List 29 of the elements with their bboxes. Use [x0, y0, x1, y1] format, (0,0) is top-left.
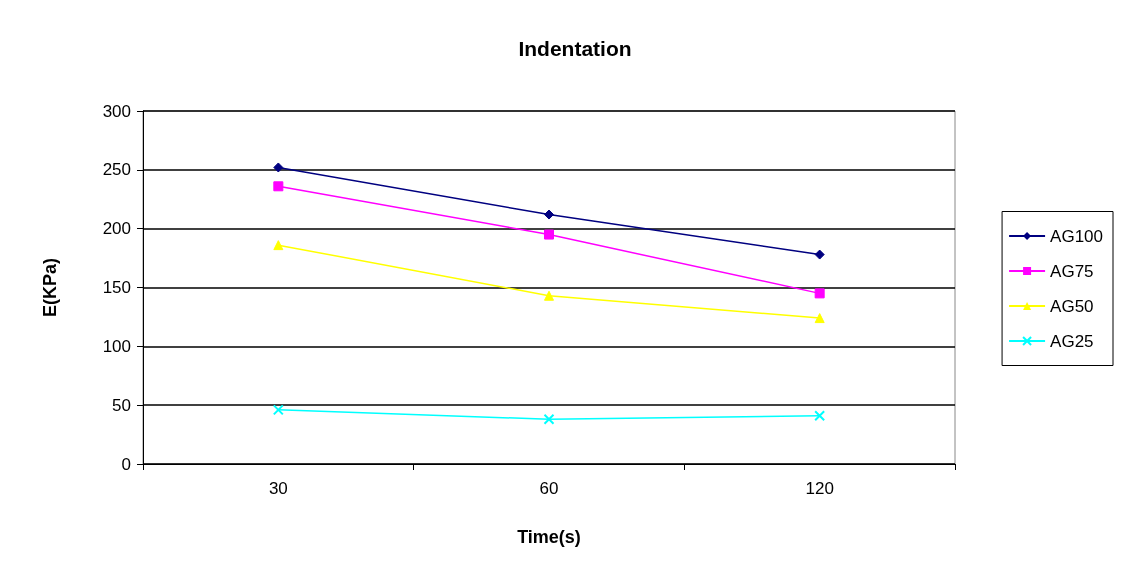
point	[273, 240, 284, 251]
x-tick-label: 30	[268, 479, 288, 498]
point	[544, 229, 554, 240]
y-tick-label: 300	[102, 101, 131, 121]
y-tick-label: 50	[112, 395, 131, 415]
legend-label: AG100	[1050, 226, 1104, 246]
point	[273, 181, 284, 192]
point	[814, 313, 825, 324]
y-tick-label: 250	[102, 160, 131, 180]
y-tick-label: 200	[102, 219, 131, 239]
y-tick-label: 150	[102, 278, 131, 297]
point	[814, 410, 826, 422]
point	[543, 413, 555, 425]
legend-label: AG50	[1050, 296, 1094, 316]
legend-label: AG75	[1050, 261, 1094, 281]
point	[814, 288, 825, 299]
y-axis-title: E(KPa)	[40, 257, 60, 318]
point	[273, 162, 284, 173]
point	[544, 290, 554, 301]
x-tick-label: 60	[539, 479, 559, 498]
point	[272, 404, 284, 416]
y-tick-label: 0	[121, 454, 131, 474]
point	[814, 249, 825, 260]
x-tick-label: 120	[805, 479, 834, 498]
point	[544, 209, 554, 220]
chart-title: Indentation	[518, 37, 632, 60]
y-tick-label: 100	[102, 336, 131, 356]
x-axis-title: Time(s)	[517, 527, 581, 547]
legend-label: AG25	[1050, 331, 1094, 351]
